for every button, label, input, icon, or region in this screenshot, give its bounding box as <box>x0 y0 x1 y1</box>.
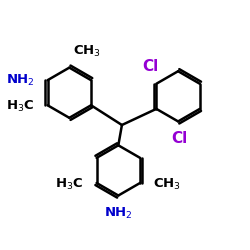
Text: CH$_3$: CH$_3$ <box>153 176 181 192</box>
Text: CH$_3$: CH$_3$ <box>73 44 101 59</box>
Text: NH$_2$: NH$_2$ <box>6 73 34 88</box>
Text: Cl: Cl <box>142 59 158 74</box>
Text: Cl: Cl <box>171 132 188 146</box>
Text: NH$_2$: NH$_2$ <box>104 206 133 221</box>
Text: H$_3$C: H$_3$C <box>55 176 84 192</box>
Text: H$_3$C: H$_3$C <box>6 99 34 114</box>
